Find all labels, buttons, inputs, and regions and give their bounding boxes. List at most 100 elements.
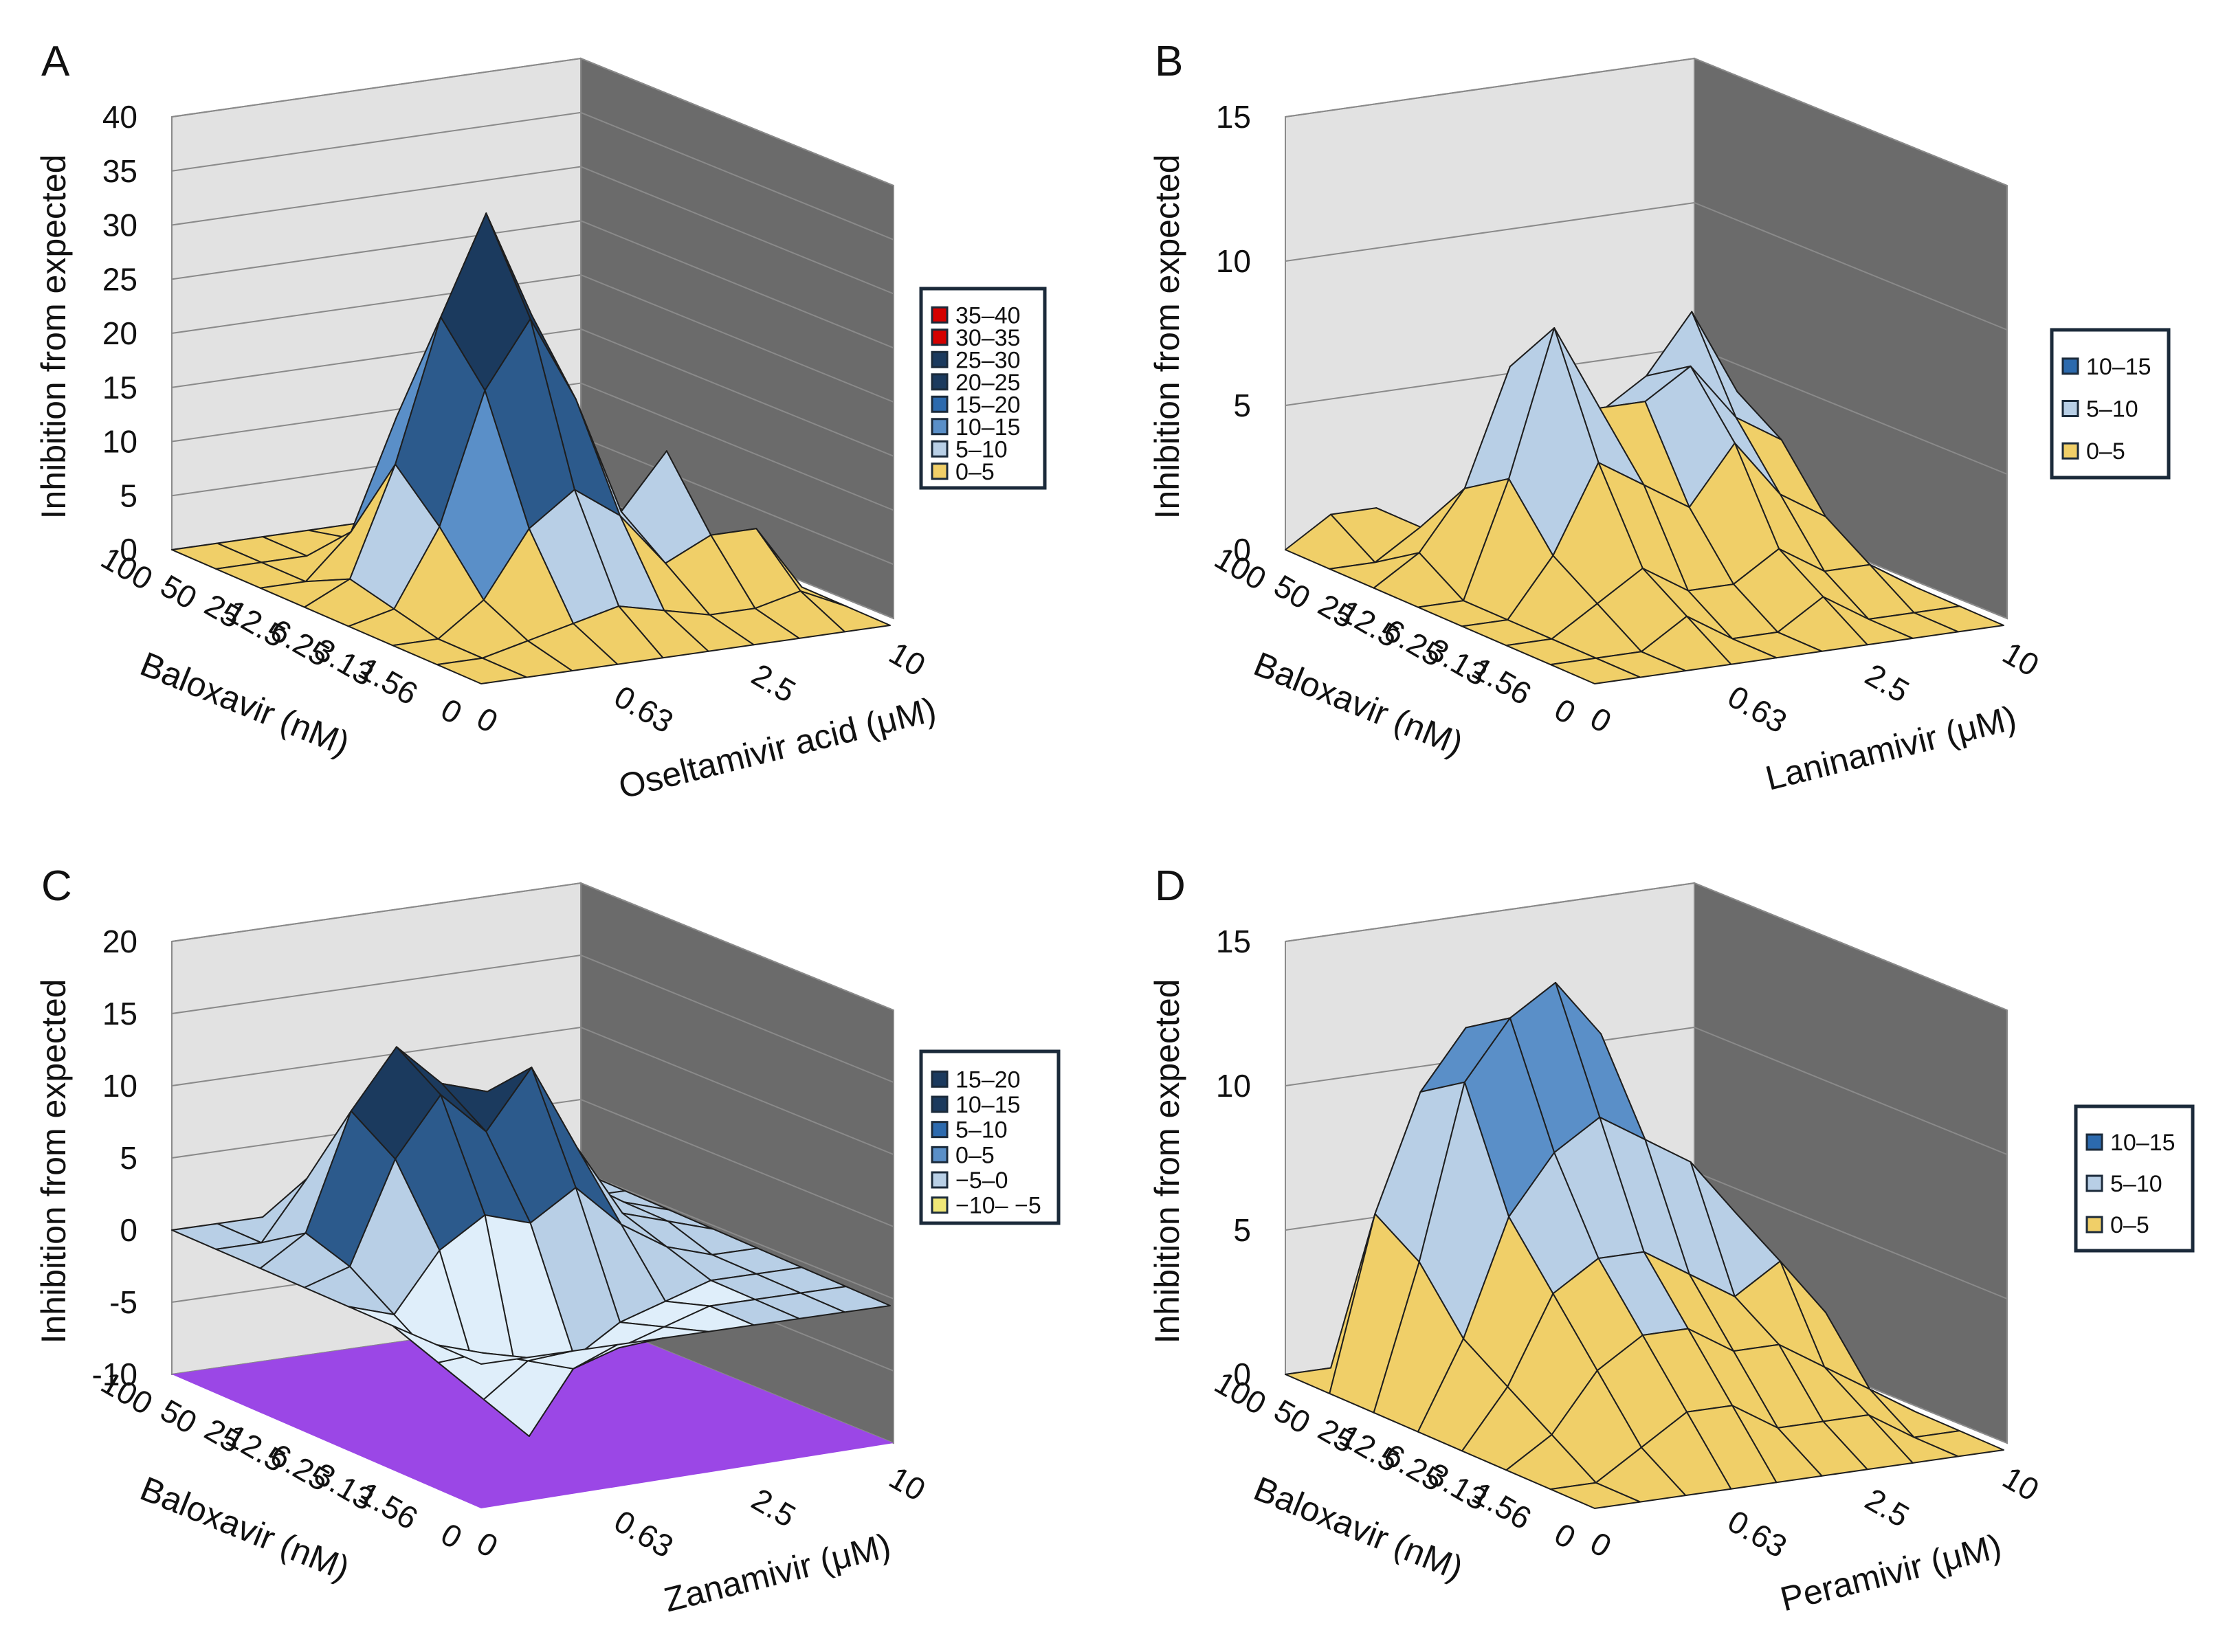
legend-swatch [931, 328, 949, 346]
legend-label: 0–5 [2086, 438, 2125, 465]
gridline [171, 954, 894, 1083]
z-tick-label: 5 [120, 1140, 137, 1176]
x-tick-label: 100 [96, 539, 159, 596]
surface-cell [436, 1344, 528, 1365]
legend-label: −10– −5 [955, 1193, 1041, 1219]
z-tick-label: 10 [102, 424, 137, 460]
z-tick-label: 5 [1233, 1212, 1251, 1248]
legend-swatch [2085, 1174, 2103, 1192]
legend-label: 0–5 [2110, 1212, 2149, 1238]
legend-label: 5–10 [2086, 397, 2138, 423]
x-tick-label: 50 [155, 1392, 203, 1441]
surface-cell [1549, 657, 1641, 684]
x-tick-label: 0 [1549, 1516, 1582, 1556]
y-tick-label: 2.5 [1859, 656, 1915, 709]
z-tick-label: 40 [102, 99, 137, 135]
z-tick-label: 10 [102, 1068, 137, 1104]
legend-swatch [2061, 400, 2079, 417]
legend-swatch [931, 440, 949, 458]
surface-cell [1549, 1482, 1641, 1509]
gridline [171, 382, 894, 511]
z-axis-title: Inhibition from expected [1148, 979, 1186, 1344]
legend-label: 25–30 [955, 347, 1021, 373]
legend-label: 15–20 [955, 392, 1021, 418]
panel-label: A [41, 38, 70, 85]
legend-swatch [931, 1196, 949, 1214]
z-tick-label: 30 [102, 208, 137, 243]
y-tick-label: 0 [471, 1525, 504, 1565]
z-tick-label: 10 [1216, 1068, 1251, 1104]
y-axis-title: Zanamivir (μM) [661, 1526, 895, 1620]
x-tick-label: 100 [1209, 1364, 1272, 1421]
legend-swatch [2061, 442, 2079, 460]
legend-swatch [931, 1121, 949, 1139]
legend-label: 20–25 [955, 370, 1021, 396]
z-tick-label: 0 [1233, 532, 1251, 568]
legend-label: 35–40 [955, 302, 1021, 328]
panel-label: D [1155, 862, 1186, 910]
surface-cell [436, 657, 528, 684]
gridline [171, 1026, 894, 1155]
legend-label: 5–10 [955, 436, 1008, 462]
legend-label: 10–15 [2110, 1130, 2176, 1156]
z-tick-label: 0 [120, 1212, 137, 1248]
z-tick-label: 35 [102, 153, 137, 189]
z-axis-title: Inhibition from expected [34, 155, 73, 520]
y-tick-label: 0.63 [608, 1503, 680, 1565]
y-tick-label: 0 [471, 700, 504, 740]
legend-label: −5–0 [955, 1168, 1008, 1194]
y-tick-label: 10 [1997, 1460, 2045, 1508]
y-tick-label: 2.5 [746, 1481, 801, 1534]
z-tick-label: 15 [102, 370, 137, 405]
z-tick-label: 10 [1216, 243, 1251, 279]
y-axis-title: Laninamivir (μM) [1762, 698, 2020, 798]
x-tick-label: 0 [435, 1516, 468, 1556]
y-tick-label: 0.63 [1722, 678, 1793, 740]
z-tick-label: 20 [102, 315, 137, 351]
y-tick-label: 0.63 [1722, 1503, 1793, 1565]
legend-label: 30–35 [955, 325, 1021, 351]
legend-label: 10–15 [955, 1092, 1021, 1118]
z-tick-label: 25 [102, 261, 137, 297]
y-tick-label: 2.5 [1859, 1481, 1915, 1534]
legend-swatch [931, 418, 949, 436]
z-tick-label: 5 [120, 478, 137, 513]
legend-swatch [2085, 1216, 2103, 1234]
y-tick-label: 0 [1584, 700, 1617, 740]
legend-swatch [2061, 357, 2079, 375]
z-tick-label: -5 [109, 1284, 137, 1320]
y-tick-label: 10 [883, 1460, 931, 1508]
gridline [171, 274, 894, 403]
z-axis-title: Inhibition from expected [1148, 155, 1186, 520]
legend-swatch [931, 395, 949, 413]
x-tick-label: 50 [155, 568, 203, 616]
x-tick-label: 0 [435, 691, 468, 731]
y-tick-label: 10 [1997, 635, 2045, 684]
z-tick-label: 0 [120, 532, 137, 568]
legend-swatch [931, 1070, 949, 1088]
legend-label: 0–5 [955, 459, 995, 485]
x-tick-label: 0 [1549, 691, 1582, 731]
z-tick-label: 5 [1233, 388, 1251, 423]
gridline [1285, 1026, 2008, 1155]
legend-label: 15–20 [955, 1067, 1021, 1093]
legend-swatch [931, 1171, 949, 1189]
legend-label: 5–10 [955, 1117, 1008, 1143]
y-axis-title: Peramivir (μM) [1777, 1527, 2006, 1619]
legend-label: 5–10 [2110, 1171, 2162, 1197]
legend-label: 10–15 [955, 414, 1021, 440]
gridline [171, 882, 894, 1011]
legend-label: 10–15 [2086, 354, 2151, 380]
z-axis-title: Inhibition from expected [34, 979, 73, 1344]
panel-label: C [41, 862, 72, 910]
y-tick-label: 10 [883, 635, 931, 684]
z-tick-label: 20 [102, 924, 137, 959]
y-tick-label: 0 [1584, 1525, 1617, 1565]
panel-label: B [1155, 38, 1183, 85]
legend-swatch [931, 350, 949, 368]
z-tick-label: 15 [1216, 99, 1251, 135]
